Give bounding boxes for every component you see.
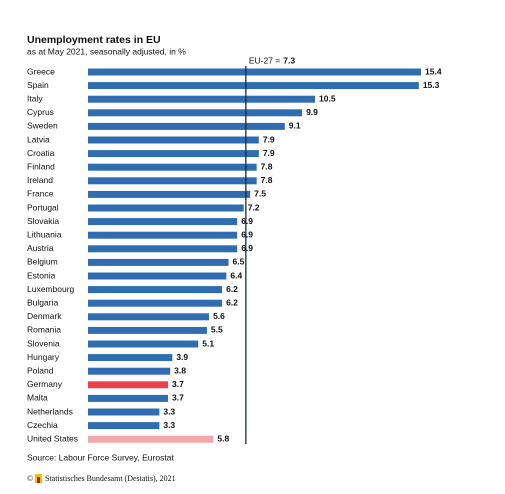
bar: [88, 422, 160, 430]
category-label: Ireland: [27, 175, 53, 185]
value-label: 7.5: [254, 189, 266, 199]
bar: [88, 150, 259, 158]
value-label: 10.5: [319, 93, 336, 103]
category-label: France: [27, 189, 54, 199]
category-label: Hungary: [27, 352, 60, 362]
value-label: 6.9: [241, 216, 253, 226]
bar: [88, 190, 251, 198]
bar: [88, 435, 214, 443]
bar: [88, 299, 223, 307]
source: Source: Labour Force Survey, Eurostat: [27, 452, 174, 462]
category-label: Austria: [27, 243, 54, 253]
value-label: 6.4: [230, 270, 242, 280]
category-label: Poland: [27, 365, 54, 375]
value-label: 6.2: [226, 297, 238, 307]
reference-value: 7.3: [283, 55, 295, 65]
category-label: United States: [27, 433, 78, 443]
category-label: Spain: [27, 80, 49, 90]
logo-part: [37, 477, 40, 483]
value-label: 6.9: [241, 243, 253, 253]
bar: [88, 258, 229, 266]
bar: [88, 340, 199, 348]
bar: [88, 245, 238, 253]
bar: [88, 272, 227, 280]
category-label: Croatia: [27, 148, 55, 158]
category-label: Lithuania: [27, 229, 62, 239]
copyright: ©: [27, 474, 33, 483]
category-label: Finland: [27, 161, 55, 171]
value-label: 3.7: [172, 379, 184, 389]
value-label: 3.7: [172, 393, 184, 403]
category-label: Romania: [27, 325, 61, 335]
value-label: 9.9: [306, 107, 318, 117]
value-label: 6.9: [241, 229, 253, 239]
publisher: Statistisches Bundesamt (Destatis), 2021: [45, 474, 176, 483]
chart-title: Unemployment rates in EU: [27, 34, 161, 46]
category-label: Sweden: [27, 121, 58, 131]
bar: [88, 367, 171, 375]
bar: [88, 313, 210, 321]
value-label: 5.5: [211, 325, 223, 335]
bar: [88, 136, 259, 144]
category-label: Bulgaria: [27, 297, 58, 307]
value-label: 15.4: [425, 66, 442, 76]
category-label: Estonia: [27, 270, 56, 280]
category-label: Denmark: [27, 311, 62, 321]
bar: [88, 109, 303, 117]
bar: [88, 122, 285, 130]
bar: [88, 218, 238, 226]
value-label: 6.5: [233, 257, 245, 267]
value-label: 5.8: [217, 433, 229, 443]
value-label: 7.8: [261, 175, 273, 185]
category-label: Netherlands: [27, 406, 73, 416]
value-label: 15.3: [423, 80, 440, 90]
bar: [88, 354, 173, 362]
bar: [88, 408, 160, 416]
bar: [88, 204, 244, 212]
value-label: 6.2: [226, 284, 238, 294]
reference-label: EU-27 =: [249, 55, 280, 65]
bar: [88, 95, 316, 103]
category-label: Latvia: [27, 134, 50, 144]
category-label: Slovenia: [27, 338, 60, 348]
bar: [88, 231, 238, 239]
category-label: Germany: [27, 379, 63, 389]
category-label: Greece: [27, 66, 55, 76]
bar: [88, 163, 257, 171]
bar: [88, 286, 223, 294]
value-label: 7.9: [263, 148, 275, 158]
bar: [88, 326, 207, 334]
value-label: 7.8: [261, 161, 273, 171]
category-label: Italy: [27, 93, 43, 103]
value-label: 9.1: [289, 121, 301, 131]
category-label: Portugal: [27, 202, 59, 212]
bar: [88, 177, 257, 185]
value-label: 7.9: [263, 134, 275, 144]
bar: [88, 381, 169, 389]
category-label: Malta: [27, 393, 48, 403]
value-label: 3.3: [163, 420, 175, 430]
value-label: 3.3: [163, 406, 175, 416]
value-label: 5.1: [202, 338, 214, 348]
chart-subtitle: as at May 2021, seasonally adjusted, in …: [27, 46, 186, 56]
value-label: 3.8: [174, 365, 186, 375]
category-label: Belgium: [27, 257, 58, 267]
value-label: 3.9: [176, 352, 188, 362]
category-label: Cyprus: [27, 107, 54, 117]
bar: [88, 82, 419, 90]
category-label: Czechia: [27, 420, 58, 430]
value-label: 5.6: [213, 311, 225, 321]
bar: [88, 68, 421, 76]
category-label: Slovakia: [27, 216, 59, 226]
category-label: Luxembourg: [27, 284, 75, 294]
bar: [88, 394, 169, 402]
value-label: 7.2: [248, 202, 260, 212]
